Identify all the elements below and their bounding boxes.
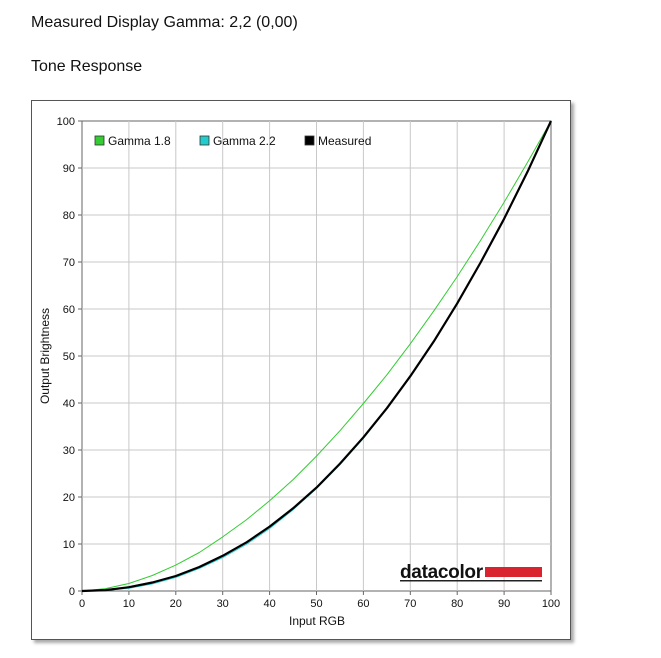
series-lines (81, 120, 552, 593)
datacolor-logo-text: datacolor (400, 562, 484, 583)
legend-label-measured: Measured (318, 134, 371, 148)
y-tick-label: 20 (63, 492, 75, 504)
x-tick-label: 40 (263, 598, 275, 610)
x-tick-label: 0 (79, 598, 85, 610)
tone-response-chart: 0 10 20 30 40 50 60 70 80 90 100 0 10 20 30 40 50 60 70 80 9… (38, 116, 561, 628)
x-tick-label: 100 (542, 598, 560, 610)
chart-grid (81, 120, 552, 592)
y-tick-label: 50 (63, 351, 75, 363)
x-tick-label: 50 (310, 598, 322, 610)
chart-frame: 0 10 20 30 40 50 60 70 80 90 100 0 10 20 30 40 50 60 70 80 9… (31, 100, 571, 640)
y-tick-label: 10 (63, 539, 75, 551)
x-tick-label: 80 (451, 598, 463, 610)
legend-swatch-gamma-2-2 (199, 135, 210, 146)
measured-gamma-heading: Measured Display Gamma: 2,2 (0,00) (31, 14, 298, 31)
x-tick-label: 30 (217, 598, 229, 610)
x-tick-label: 90 (498, 598, 510, 610)
x-tick-label: 60 (357, 598, 369, 610)
y-tick-label: 90 (63, 163, 75, 175)
x-tick-label: 70 (404, 598, 416, 610)
x-tick-label: 20 (170, 598, 182, 610)
datacolor-logo-underline (400, 580, 542, 582)
datacolor-logo-bar (485, 567, 542, 577)
series-line-measured (81, 120, 552, 593)
legend-swatch-gamma-1-8 (94, 135, 105, 146)
series-line-gamma-1-8 (81, 120, 552, 592)
y-tick-label: 80 (63, 210, 75, 222)
legend-swatch-measured (304, 135, 315, 146)
y-tick-label: 30 (63, 445, 75, 457)
tone-response-title: Tone Response (31, 58, 143, 75)
datacolor-logo: datacolor (400, 562, 542, 583)
y-tick-label: 100 (57, 116, 75, 128)
legend-label-gamma-2-2: Gamma 2.2 (213, 134, 276, 148)
y-tick-label: 40 (63, 398, 75, 410)
y-tick-label: 60 (63, 304, 75, 316)
x-tick-label: 10 (123, 598, 135, 610)
y-tick-label: 0 (69, 586, 75, 598)
y-axis-label: Output Brightness (38, 308, 52, 404)
legend-label-gamma-1-8: Gamma 1.8 (108, 134, 171, 148)
axis-ticks: 0 10 20 30 40 50 60 70 80 90 100 0 10 20 30 40 50 60 70 80 9… (57, 116, 561, 610)
chart-legend: Gamma 1.8 Gamma 2.2 Measured (94, 134, 371, 148)
x-axis-label: Input RGB (289, 614, 345, 628)
y-tick-label: 70 (63, 257, 75, 269)
